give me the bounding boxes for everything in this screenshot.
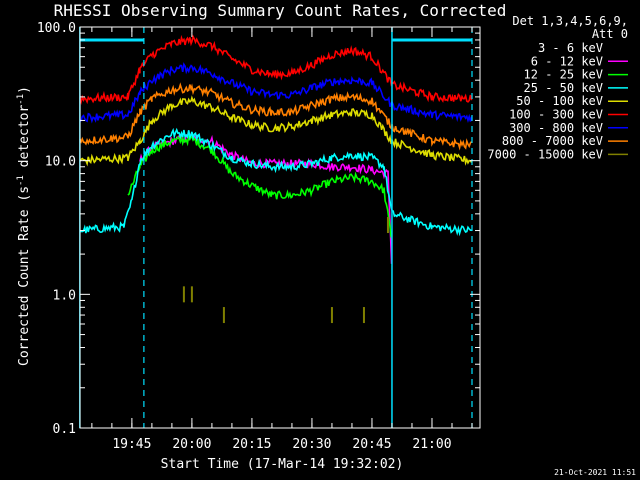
axes-layer: 0.1 1.0 10.0 100.0 19:45 20:00 20:15 20:30 20:45…	[37, 21, 481, 452]
legend-label-6-12-kev: 6 - 12 keV	[531, 54, 603, 68]
series-12-25-kev-line	[127, 135, 392, 238]
marker-layer	[79, 27, 473, 428]
y-axis-label: Corrected Count Rate (s-1 detector-1)	[16, 86, 32, 366]
y-tick-label: 10.0	[45, 155, 76, 170]
series-6-12-kev-line	[139, 133, 393, 264]
legend-label-25-50-kev: 25 - 50 keV	[524, 81, 603, 95]
x-tick-label: 21:00	[412, 437, 451, 452]
y-tick-label: 1.0	[53, 288, 76, 303]
legend-title-line-1: Det 1,3,4,5,6,9,	[512, 14, 628, 28]
x-axis-label: Start Time (17-Mar-14 19:32:02)	[161, 457, 404, 472]
legend-label-7000-15000-kev: 7000 - 15000 keV	[487, 147, 603, 161]
x-tick-label: 20:15	[232, 437, 271, 452]
legend-title-line-2: Att 0	[592, 27, 628, 41]
y-tick-label: 0.1	[53, 422, 76, 437]
legend-label-3-6-kev: 3 - 6 keV	[538, 41, 603, 55]
legend-label-300-800-kev: 300 - 800 keV	[509, 121, 603, 135]
legend-label-800-7000-kev: 800 - 7000 keV	[502, 134, 603, 148]
series-25-50-kev-line	[79, 127, 472, 237]
generation-timestamp: 21-Oct-2021 11:51	[554, 468, 636, 477]
x-tick-label: 20:30	[292, 437, 331, 452]
chart-title: RHESSI Observing Summary Count Rates, Co…	[54, 1, 507, 20]
x-tick-label: 19:45	[112, 437, 151, 452]
series-50-100-kev-line	[79, 95, 473, 167]
y-tick-label: 100.0	[37, 21, 76, 36]
plot-frame	[79, 26, 481, 429]
legend-label-100-300-kev: 100 - 300 keV	[509, 108, 603, 122]
x-tick-label: 20:00	[172, 437, 211, 452]
series-layer	[79, 34, 473, 324]
legend-label-12-25-kev: 12 - 25 keV	[524, 68, 603, 82]
legend-label-50-100-kev: 50 - 100 keV	[516, 94, 603, 108]
x-tick-label: 20:45	[352, 437, 391, 452]
